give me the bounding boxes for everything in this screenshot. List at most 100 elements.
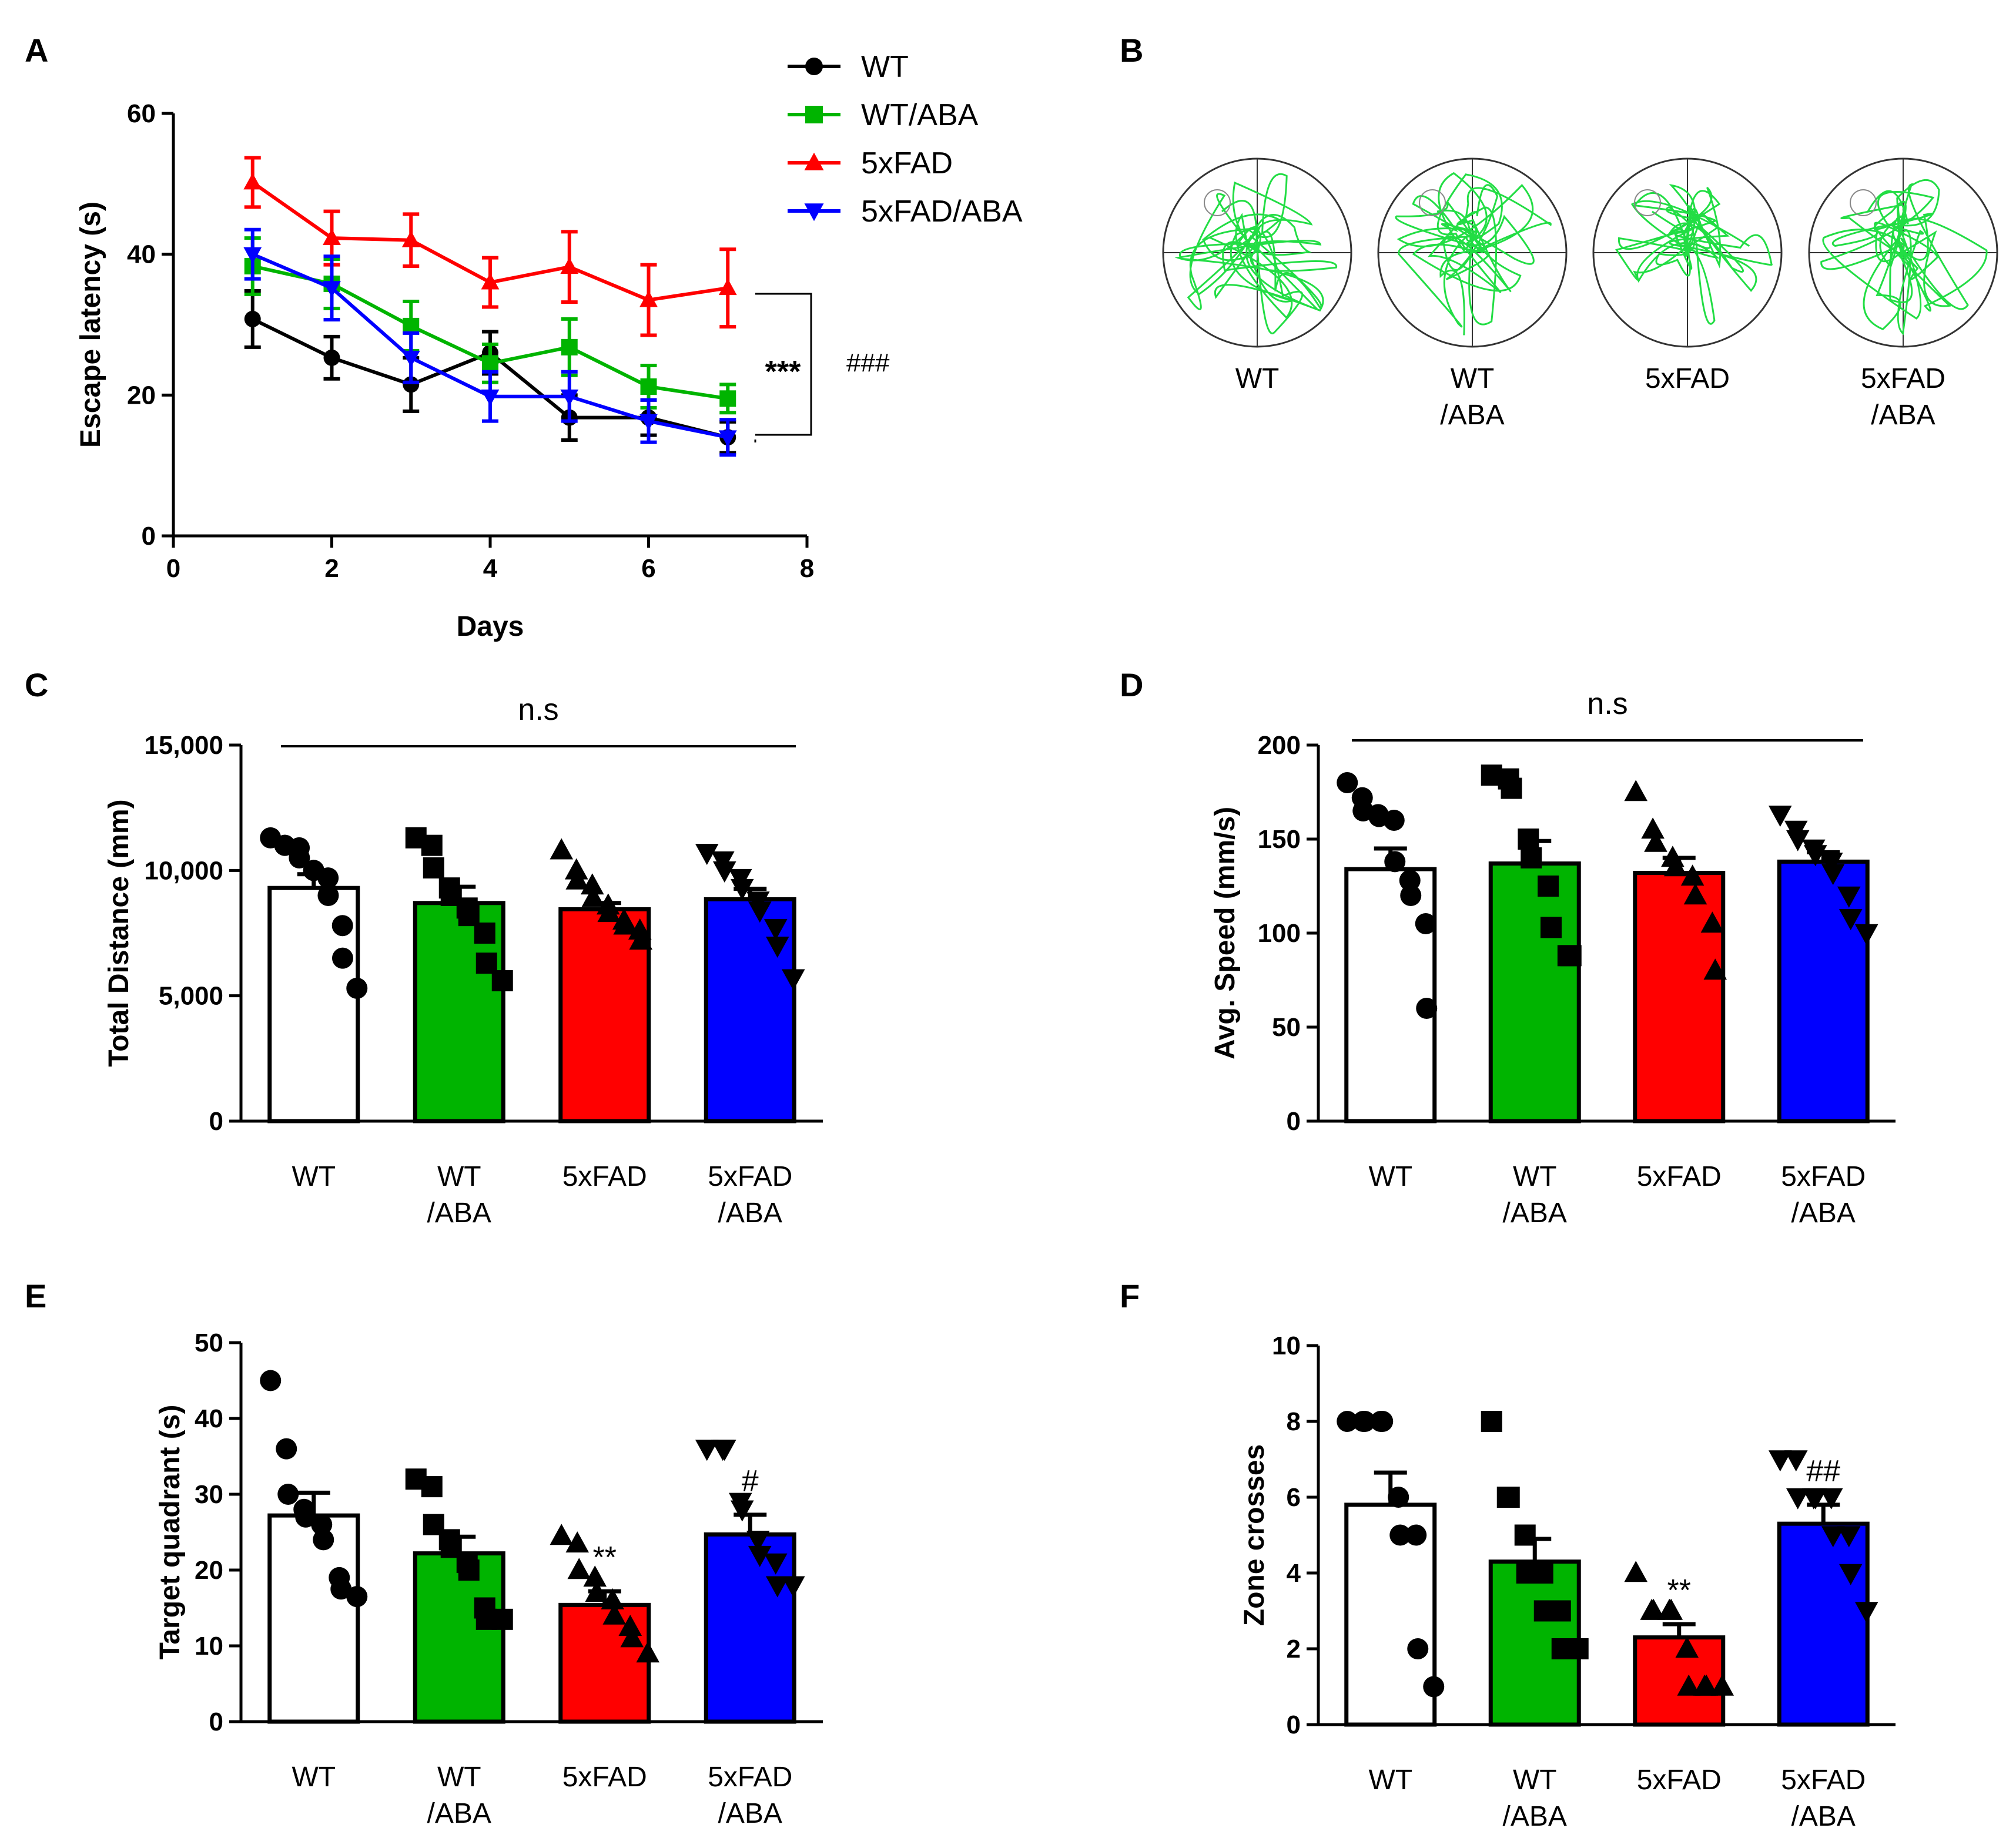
legend-label: WT/ABA	[861, 98, 979, 132]
data-point	[1642, 1598, 1666, 1620]
panel-label-C: C	[25, 666, 48, 703]
data-point	[423, 857, 444, 879]
data-point	[1784, 1450, 1808, 1472]
data-point	[1541, 917, 1562, 938]
data-point	[1337, 1411, 1358, 1432]
data-point	[1768, 806, 1792, 827]
y-tick-label: 10,000	[144, 856, 223, 885]
data-point	[1407, 1638, 1429, 1659]
category-label: WT	[292, 1762, 336, 1793]
category-label: 5xFAD	[1637, 1765, 1722, 1796]
y-tick-label: 100	[1258, 919, 1301, 948]
data-point	[1819, 853, 1843, 874]
data-point	[1521, 847, 1542, 868]
y-tick-label: 0	[1287, 1107, 1301, 1136]
y-tick-label: 40	[127, 240, 156, 269]
platform-location	[1419, 189, 1446, 216]
data-point	[482, 355, 498, 372]
data-point	[718, 279, 737, 296]
y-axis-title: Total Distance (mm)	[103, 799, 135, 1066]
data-point	[1532, 1562, 1553, 1584]
legend-label: 5xFAD	[861, 146, 953, 180]
data-point	[1710, 1674, 1734, 1696]
data-point	[712, 1440, 736, 1461]
data-point	[474, 923, 495, 944]
data-point	[730, 1500, 754, 1522]
panel-label-A: A	[25, 32, 48, 69]
data-point	[1383, 810, 1405, 831]
data-point	[620, 1626, 644, 1648]
data-point	[331, 915, 353, 937]
data-point	[1854, 924, 1878, 945]
category-label: 5xFAD	[1781, 1765, 1866, 1796]
data-point	[1821, 864, 1845, 886]
data-point	[560, 389, 579, 406]
category-label: /ABA	[718, 1198, 782, 1229]
data-point	[765, 1576, 789, 1598]
data-point	[1372, 1411, 1394, 1432]
platform-location	[1850, 189, 1877, 216]
y-tick-label: 0	[209, 1708, 223, 1736]
data-point	[1659, 1598, 1683, 1620]
legend-marker	[804, 152, 824, 170]
data-point	[1514, 1524, 1536, 1546]
data-point	[323, 229, 341, 246]
y-tick-label: 10	[1272, 1331, 1301, 1360]
data-point	[639, 414, 658, 431]
data-point	[602, 1603, 627, 1625]
category-label: WT	[437, 1161, 481, 1192]
data-point	[1837, 886, 1861, 908]
category-label: WT	[437, 1762, 481, 1793]
y-axis-title: Escape latency (s)	[75, 202, 106, 448]
platform-location	[1204, 189, 1231, 216]
data-point	[491, 970, 513, 992]
x-tick-label: 2	[324, 554, 339, 583]
category-label: /ABA	[1791, 1801, 1856, 1832]
data-point	[712, 861, 736, 883]
trace-label: 5xFAD	[1645, 363, 1730, 394]
bar	[1777, 1521, 1870, 1727]
data-point	[330, 1578, 352, 1600]
data-point	[1538, 876, 1559, 897]
data-point	[719, 390, 736, 407]
data-point	[1518, 829, 1539, 850]
category-label: /ABA	[427, 1798, 491, 1829]
category-label: WT	[1513, 1161, 1557, 1192]
y-tick-label: 20	[195, 1556, 223, 1585]
category-label: WT	[1368, 1765, 1412, 1796]
data-point	[597, 901, 621, 923]
data-point	[317, 867, 339, 889]
swim-path	[1820, 179, 1988, 336]
data-point	[1567, 1638, 1589, 1659]
panel-label-F: F	[1120, 1277, 1140, 1314]
bar	[1488, 861, 1581, 1123]
data-point	[1703, 958, 1727, 980]
data-point	[1838, 1564, 1863, 1585]
data-point	[243, 173, 262, 190]
y-tick-label: 5,000	[159, 982, 223, 1011]
y-tick-label: 50	[195, 1329, 223, 1357]
data-point	[1694, 1674, 1719, 1696]
category-label: WT	[1368, 1161, 1412, 1192]
data-point	[565, 868, 590, 890]
y-tick-label: 4	[1287, 1559, 1301, 1588]
data-point	[628, 918, 652, 940]
data-point	[1803, 1488, 1827, 1510]
swim-path	[1174, 173, 1338, 334]
data-point	[1501, 777, 1522, 799]
trace-label: /ABA	[1440, 400, 1504, 431]
data-point	[550, 838, 574, 860]
significance-marker: ###	[846, 348, 890, 377]
data-point	[1677, 1674, 1701, 1696]
data-point	[1415, 913, 1436, 934]
data-point	[601, 1588, 625, 1609]
data-point	[260, 1370, 282, 1391]
data-point	[401, 230, 420, 247]
y-tick-label: 50	[1272, 1013, 1301, 1042]
data-point	[746, 1531, 770, 1552]
y-tick-label: 0	[142, 522, 156, 551]
category-label: /ABA	[1503, 1801, 1567, 1832]
category-label: 5xFAD	[1637, 1161, 1722, 1192]
data-point	[781, 969, 805, 991]
